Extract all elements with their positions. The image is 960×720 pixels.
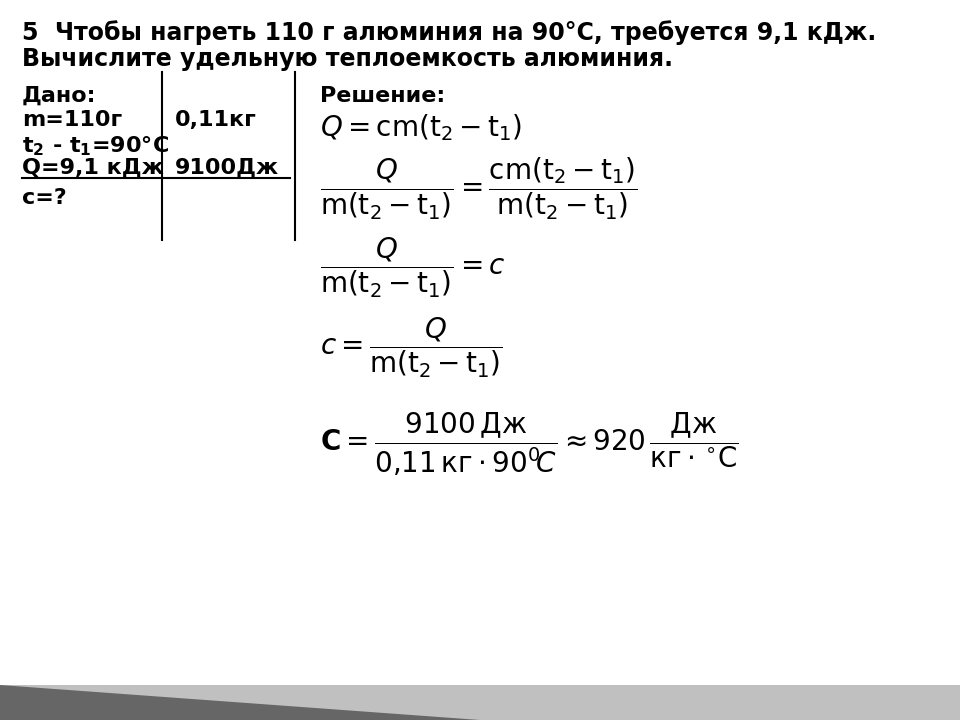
Text: Вычислите удельную теплоемкость алюминия.: Вычислите удельную теплоемкость алюминия… <box>22 47 673 71</box>
Text: $\dfrac{Q}{\mathrm{m}(\mathrm{t_2} - \mathrm{t_1})} = c$: $\dfrac{Q}{\mathrm{m}(\mathrm{t_2} - \ma… <box>320 236 506 300</box>
FancyBboxPatch shape <box>0 685 960 720</box>
Text: с=?: с=? <box>22 188 67 208</box>
Text: Решение:: Решение: <box>320 86 445 106</box>
Text: $\dfrac{Q}{\mathrm{m}(\mathrm{t_2} - \mathrm{t_1})} = \dfrac{\mathrm{cm}(\mathrm: $\dfrac{Q}{\mathrm{m}(\mathrm{t_2} - \ma… <box>320 156 637 222</box>
Text: $Q = \mathrm{cm}(\mathrm{t_2} - \mathrm{t_1})$: $Q = \mathrm{cm}(\mathrm{t_2} - \mathrm{… <box>320 112 522 143</box>
Text: $c = \dfrac{Q}{\mathrm{m}(\mathrm{t_2} - \mathrm{t_1})}$: $c = \dfrac{Q}{\mathrm{m}(\mathrm{t_2} -… <box>320 316 503 380</box>
Polygon shape <box>0 685 480 720</box>
Text: m=110г: m=110г <box>22 110 122 130</box>
Text: 9100Дж: 9100Дж <box>175 158 279 178</box>
Text: $\mathbf{C} = \dfrac{9100\,\mathregular{Дж}}{0{,}11\,\mathregular{кг} \cdot 90^0: $\mathbf{C} = \dfrac{9100\,\mathregular{… <box>320 410 738 477</box>
Text: 5  Чтобы нагреть 110 г алюминия на 90°С, требуется 9,1 кДж.: 5 Чтобы нагреть 110 г алюминия на 90°С, … <box>22 20 876 45</box>
Text: 0,11кг: 0,11кг <box>175 110 256 130</box>
Text: $\mathbf{t_2}$ - $\mathbf{t_1}$=90°С: $\mathbf{t_2}$ - $\mathbf{t_1}$=90°С <box>22 134 169 158</box>
Text: Q=9,1 кДж: Q=9,1 кДж <box>22 158 164 178</box>
Text: Дано:: Дано: <box>22 86 97 106</box>
